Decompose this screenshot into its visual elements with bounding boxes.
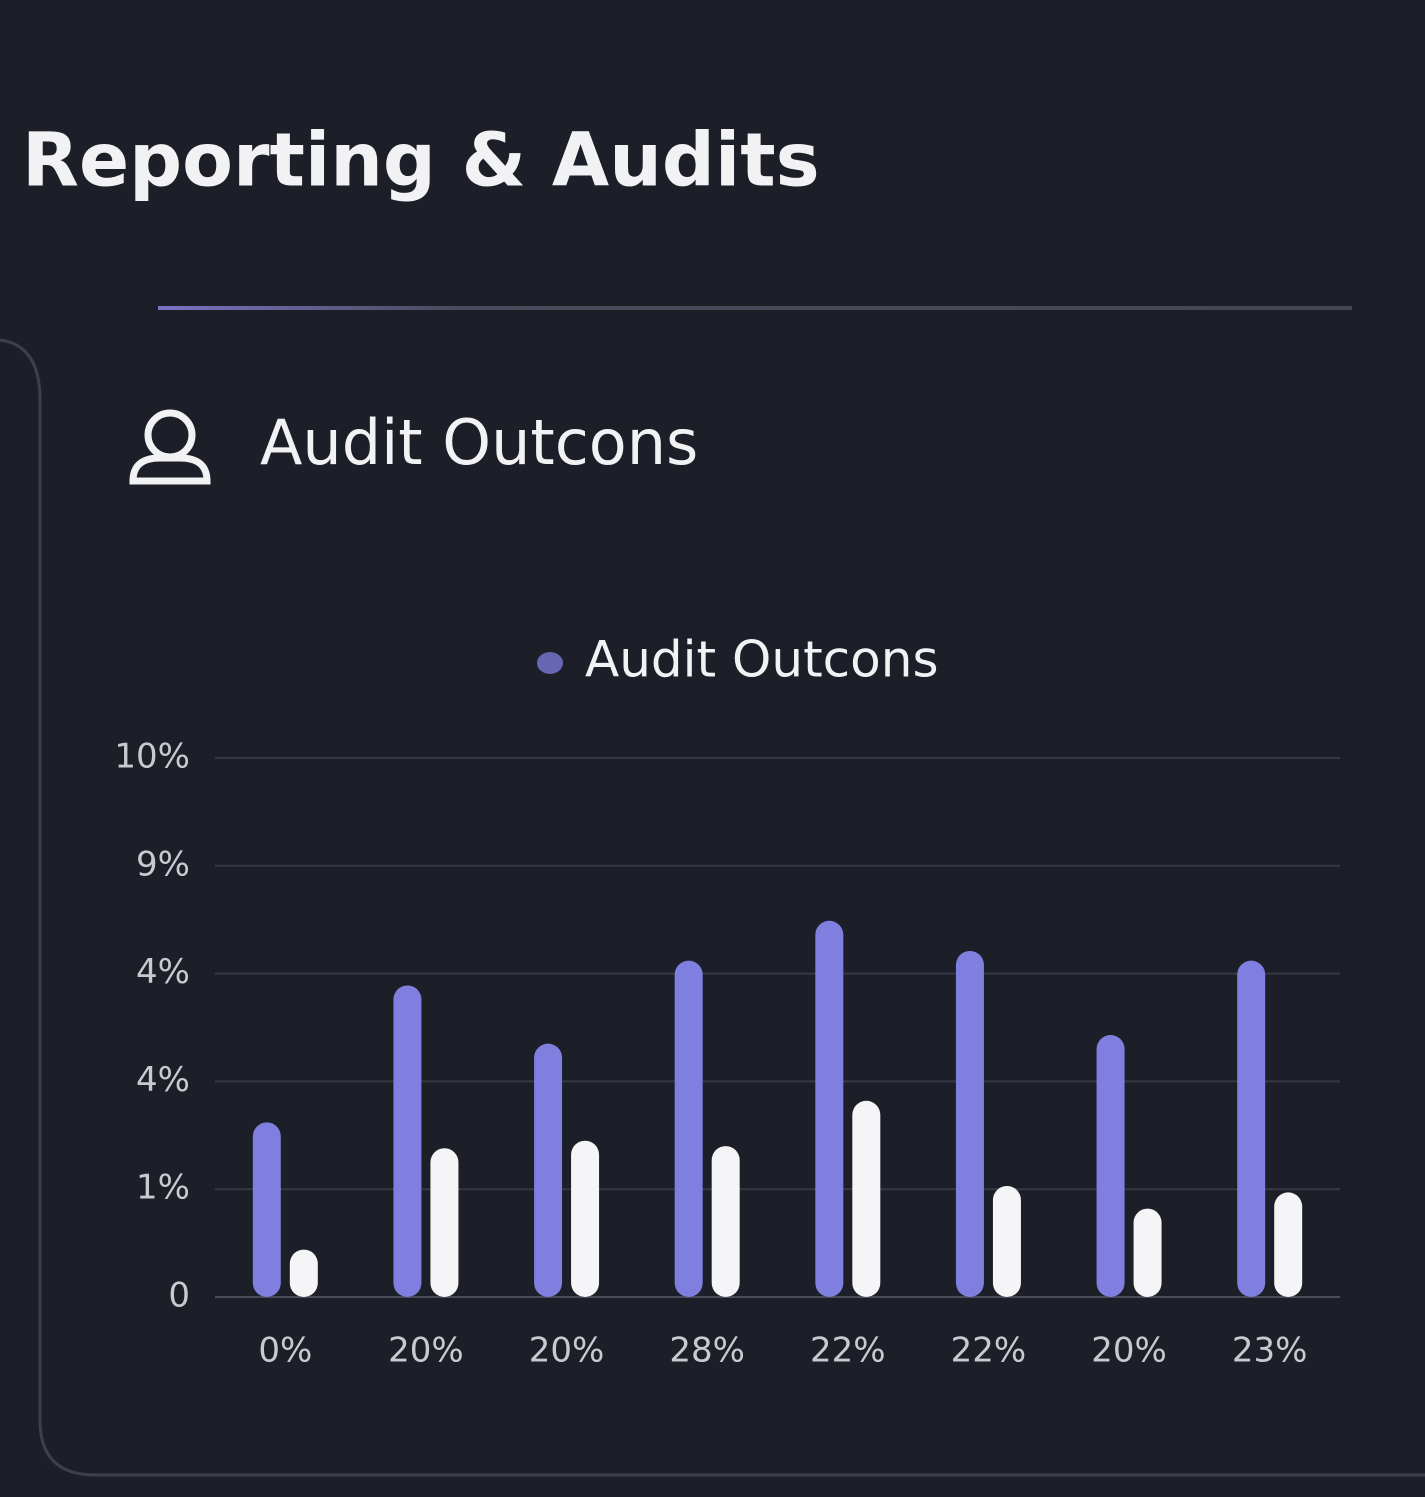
x-tick-label: 20% xyxy=(388,1331,464,1371)
y-tick-label: 4% xyxy=(136,952,190,992)
y-tick-label: 10% xyxy=(114,737,190,777)
y-tick-label: 4% xyxy=(136,1060,190,1100)
x-tick-label: 23% xyxy=(1232,1331,1308,1371)
divider xyxy=(158,306,1352,310)
y-tick-label: 1% xyxy=(136,1168,190,1208)
bar xyxy=(289,1249,318,1297)
y-tick-label: 9% xyxy=(136,844,190,884)
bar xyxy=(955,950,984,1297)
x-tick-label: 0% xyxy=(258,1331,312,1371)
chart: 0 1% 4% 4% 9% 10% Audit Outcons 0% 20% 20% 28% 22% 2… xyxy=(114,631,1340,1371)
x-tick-label: 20% xyxy=(529,1331,605,1371)
bar xyxy=(393,985,422,1297)
x-tick-label: 22% xyxy=(810,1331,886,1371)
bar xyxy=(711,1146,740,1297)
y-tick-label: 0 xyxy=(168,1276,190,1316)
card-title: Audit Outcons xyxy=(260,406,698,479)
bar xyxy=(674,960,703,1297)
bar xyxy=(1237,960,1266,1297)
bar xyxy=(992,1185,1021,1297)
bar xyxy=(1274,1192,1303,1297)
x-tick-label: 22% xyxy=(951,1331,1027,1371)
x-tick-label: 20% xyxy=(1091,1331,1167,1371)
bar xyxy=(815,920,844,1297)
user-icon xyxy=(129,409,211,485)
bar xyxy=(852,1100,881,1297)
bar xyxy=(571,1140,600,1297)
page-title: Reporting & Audits xyxy=(22,118,820,204)
legend-swatch xyxy=(537,652,563,674)
bar xyxy=(1133,1208,1162,1297)
bar xyxy=(1096,1035,1125,1297)
legend-label: Audit Outcons xyxy=(585,631,939,689)
bar xyxy=(430,1148,459,1297)
card xyxy=(0,338,1425,1477)
bar xyxy=(534,1043,563,1297)
x-tick-label: 28% xyxy=(669,1331,745,1371)
bar xyxy=(252,1122,281,1297)
